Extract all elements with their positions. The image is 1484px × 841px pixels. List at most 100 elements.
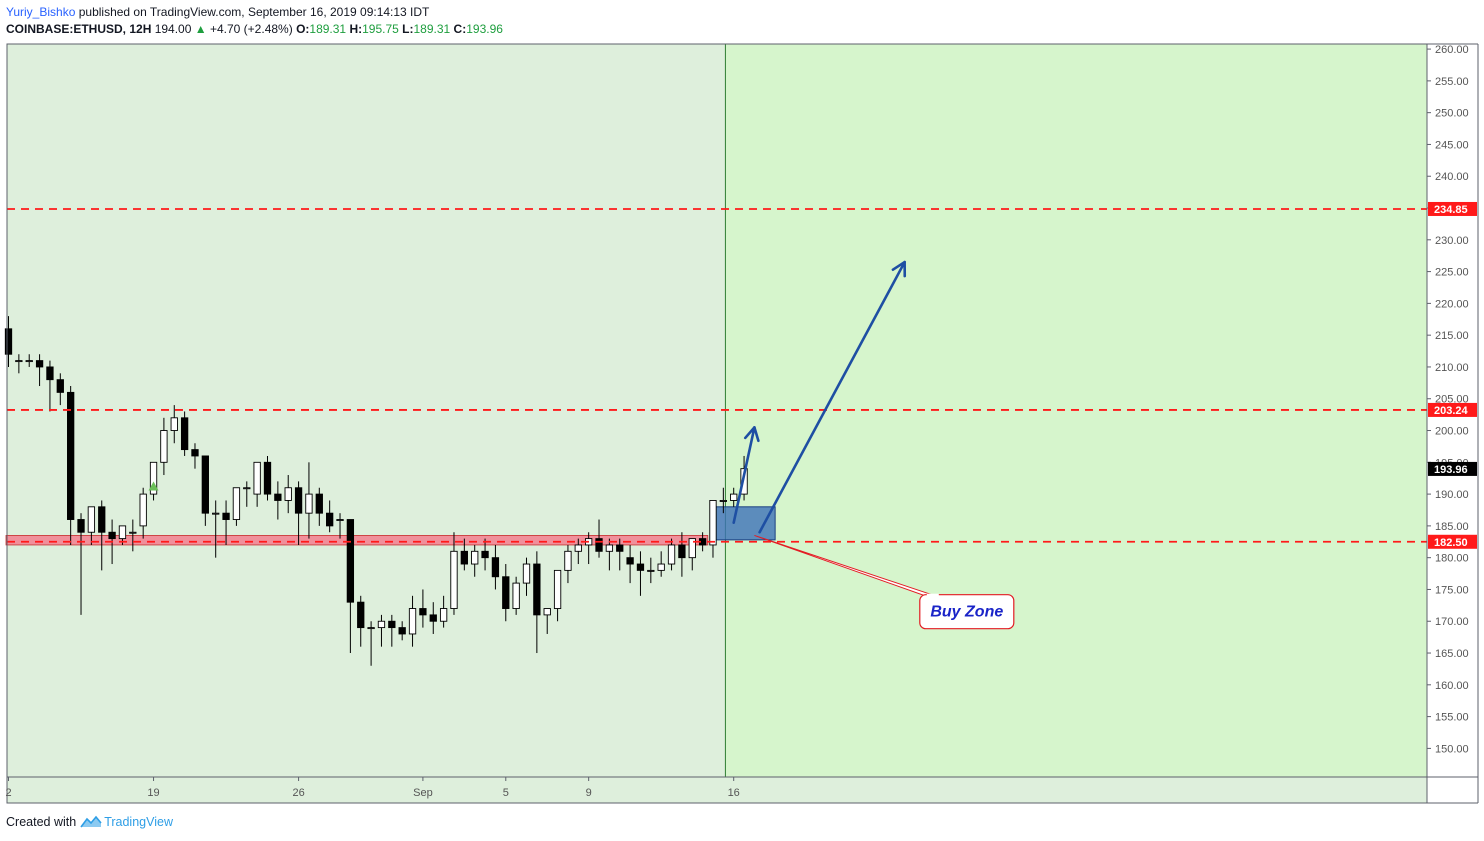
published-text: published on TradingView.com, September … (78, 5, 430, 19)
candle-body (87, 506, 96, 533)
trend-arrow-line (758, 260, 906, 534)
level-price-label: 182.50 (1434, 537, 1468, 549)
candle (636, 551, 645, 596)
candle-body (740, 468, 748, 495)
candle (657, 551, 665, 577)
y-tick-label: 225.00 (1435, 267, 1469, 279)
candle (56, 373, 64, 406)
y-tick-label: 165.00 (1435, 648, 1469, 660)
candle-body (657, 563, 665, 571)
y-tick-label: 190.00 (1435, 489, 1469, 501)
level-price-badge (1428, 534, 1477, 549)
open-label: O: (296, 22, 310, 36)
candle (305, 462, 313, 539)
candle (429, 602, 437, 634)
candle (212, 500, 220, 558)
candle (25, 354, 33, 367)
candle-body (626, 557, 634, 565)
candle-body (67, 391, 75, 520)
y-tick-label: 185.00 (1435, 521, 1469, 533)
candle (388, 614, 396, 647)
high-value: 195.75 (362, 22, 399, 36)
candle (294, 481, 303, 545)
candle-body (201, 455, 209, 514)
candle-body (212, 512, 220, 515)
candle-body (678, 544, 686, 559)
candle-body (605, 544, 614, 552)
candle-body (647, 569, 655, 572)
x-tick-label: Sep (413, 787, 433, 799)
candle (667, 538, 676, 571)
candle (502, 564, 510, 622)
candle (222, 500, 230, 545)
low-label: L: (402, 22, 414, 36)
candle (522, 557, 531, 596)
past-region (7, 44, 726, 777)
candle (564, 544, 572, 584)
candle-body (15, 360, 23, 363)
candle-body (170, 417, 178, 431)
candle (367, 621, 375, 666)
levels-layer (7, 208, 1427, 543)
candle (98, 500, 106, 571)
candle (284, 475, 292, 514)
y-tick-label: 210.00 (1435, 362, 1469, 374)
candle-body (491, 557, 500, 578)
candle (408, 595, 417, 647)
y-tick-label: 160.00 (1435, 680, 1469, 692)
candle (678, 532, 686, 577)
candle-body (274, 493, 282, 501)
candle-body (512, 582, 520, 609)
footer: Created with TradingView (6, 815, 173, 829)
candle-body (667, 544, 676, 565)
candle (709, 500, 717, 558)
candle-body (4, 328, 13, 355)
ohlc-line: COINBASE:ETHUSD, 12H 194.00 ▲ +4.70 (+2.… (6, 21, 503, 38)
candle (574, 538, 582, 565)
y-tick-label: 200.00 (1435, 426, 1469, 438)
plot-frame (6, 43, 1428, 804)
signal-triangle-icon (148, 481, 159, 491)
candle (543, 608, 551, 634)
candle (77, 513, 85, 615)
y-tick-label: 245.00 (1435, 139, 1469, 151)
chart-background (7, 44, 1427, 803)
candle-body (388, 620, 396, 629)
change-value: +4.70 (+2.48%) (209, 22, 293, 36)
candle (160, 417, 168, 476)
candle-body (481, 550, 489, 559)
candle-body (56, 379, 64, 393)
candle (243, 481, 251, 507)
candle (315, 487, 323, 526)
candle (450, 532, 458, 615)
y-tick-label: 255.00 (1435, 76, 1469, 88)
candle-body (502, 576, 510, 609)
candle-body (377, 620, 386, 629)
candle-body (543, 608, 551, 616)
candle (357, 595, 365, 647)
candle (326, 500, 334, 533)
axes-layer: 150.00 155.00 160.00 165.00 170.00 175.00 180.… (5, 43, 1479, 804)
tradingview-logo-icon[interactable] (80, 815, 102, 829)
level-price-label: 234.85 (1434, 204, 1468, 216)
candle-body (77, 519, 85, 533)
candle (46, 360, 54, 412)
candle-body (357, 601, 365, 629)
candle (129, 519, 137, 552)
candle (605, 538, 614, 571)
candle-body (429, 614, 437, 622)
publish-line: Yuriy_Bishko published on TradingView.co… (6, 4, 503, 21)
tradingview-brand-link[interactable]: TradingView (104, 815, 173, 829)
candle-body (439, 608, 448, 622)
candle (460, 538, 468, 571)
candle-body (346, 519, 355, 603)
candle (35, 354, 44, 387)
candle-body (398, 627, 406, 635)
author-link[interactable]: Yuriy_Bishko (6, 5, 76, 19)
candle-body (730, 493, 738, 501)
candle-body (574, 544, 582, 552)
candle (626, 544, 634, 584)
buy-zone-box (714, 506, 776, 541)
candle (398, 621, 406, 641)
